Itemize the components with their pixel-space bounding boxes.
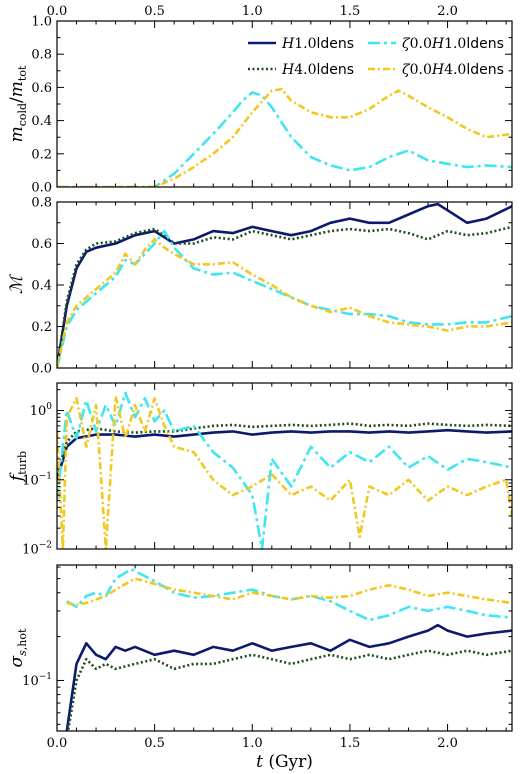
- x-tick-label: 1.5: [340, 736, 361, 751]
- panel-2-y-label: ℳ: [7, 273, 27, 294]
- panel-2: 0.0 0.2 0.4 0.6 0.8 ℳ: [7, 196, 513, 377]
- panel-1-y-tick-label: 0.8: [31, 48, 52, 63]
- panel-1-y-ticks: 0.0 0.2 0.4 0.6 0.8 1.0: [31, 15, 512, 196]
- panel-1-y-label: mcold/mtot: [7, 65, 29, 142]
- top-x-tick-label: 2.0: [437, 4, 458, 19]
- panel-1-series: [57, 87, 512, 187]
- panel-4-series: [65, 567, 512, 731]
- panel-1-y-tick-label: 0.0: [31, 181, 52, 196]
- panel-1-x-ticks: [56, 21, 507, 187]
- top-x-tick-label: 0.0: [47, 4, 68, 19]
- panel-3-series-z0H4: [57, 395, 512, 549]
- panel-3-y-label: fturb: [7, 451, 29, 483]
- legend-label-H4: H4.0ldens: [281, 62, 354, 78]
- panel-2-y-tick-label: 0.0: [31, 362, 52, 377]
- panel-1: 0.0 0.2 0.4 0.6 0.8 1.0 mcold/mtot: [7, 15, 513, 196]
- panel-2-series-z0H1: [57, 229, 512, 368]
- panel-4-series-z0H1: [66, 567, 512, 622]
- panel-4-x-ticks: [56, 565, 507, 731]
- panel-3-series-z0H1: [57, 391, 512, 549]
- top-x-tick-label: 0.5: [144, 4, 165, 19]
- x-tick-label: 0.0: [47, 736, 68, 751]
- panel-2-y-tick-label: 0.8: [31, 196, 52, 211]
- panel-2-y-tick-label: 0.4: [31, 279, 52, 294]
- x-tick-label: 0.5: [144, 736, 165, 751]
- panel-1-y-tick-label: 0.2: [31, 147, 52, 162]
- panel-4: 10−1 σs,hot: [7, 564, 513, 732]
- panel-2-series: [57, 202, 512, 368]
- x-tick-label: 2.0: [437, 736, 458, 751]
- panel-3-frame: [56, 382, 513, 550]
- legend-label-z0H1: ζ0.0H1.0ldens: [402, 36, 504, 52]
- panel-4-series-H1: [65, 623, 512, 731]
- legend-label-H1: H1.0ldens: [281, 36, 354, 52]
- panel-2-x-ticks: [56, 202, 507, 368]
- x-tick-label: 1.0: [242, 736, 263, 751]
- panel-3-y-tick-label: 100: [30, 402, 53, 419]
- top-x-tick-labels: 0.0 0.5 1.0 1.5 2.0: [47, 4, 458, 19]
- panel-3-series-H1: [57, 428, 512, 481]
- panel-4-frame: [56, 564, 513, 732]
- panel-1-y-tick-label: 1.0: [31, 15, 52, 30]
- legend-label-z0H4: ζ0.0H4.0ldens: [402, 62, 504, 78]
- panel-2-y-tick-label: 0.2: [31, 320, 52, 335]
- panel-1-series-z0H1: [57, 91, 512, 187]
- panel-2-series-H1: [57, 202, 512, 368]
- panels-layer: 0.0 0.2 0.4 0.6 0.8 1.0 mcold/mtot 0.0 0.2 0.4 0.6…: [7, 4, 513, 772]
- panel-3-x-ticks: [56, 383, 507, 549]
- legend: H1.0ldens ζ0.0H1.0ldens H4.0ldens ζ0.0H4.0l…: [248, 36, 504, 78]
- x-axis-label: t (Gyr): [256, 752, 313, 772]
- panel-3-y-tick-label: 10−2: [22, 541, 52, 558]
- panel-4-y-label: σs,hot: [7, 628, 29, 667]
- panel-4-series-z0H4: [66, 577, 512, 607]
- panel-1-y-tick-label: 0.4: [31, 114, 52, 129]
- panel-2-series-z0H4: [57, 238, 512, 368]
- panel-4-series-H4: [66, 649, 512, 731]
- panel-2-y-tick-label: 0.6: [31, 237, 52, 252]
- top-x-tick-label: 1.0: [242, 4, 263, 19]
- panel-2-series-H4: [57, 225, 512, 368]
- panel-1-series-z0H4: [57, 87, 512, 187]
- bottom-x-tick-labels: 0.0 0.5 1.0 1.5 2.0: [47, 736, 458, 751]
- panel-1-y-tick-label: 0.6: [31, 81, 52, 96]
- top-x-tick-label: 1.5: [340, 4, 361, 19]
- panel-3-series-H4: [57, 422, 512, 475]
- panel-2-frame: [56, 201, 513, 369]
- panel-4-y-ticks: 10−1: [22, 566, 512, 725]
- panel-2-y-ticks: 0.0 0.2 0.4 0.6 0.8: [31, 196, 512, 377]
- panel-3-series: [57, 391, 512, 549]
- panel-4-y-tick-label: 10−1: [22, 672, 52, 689]
